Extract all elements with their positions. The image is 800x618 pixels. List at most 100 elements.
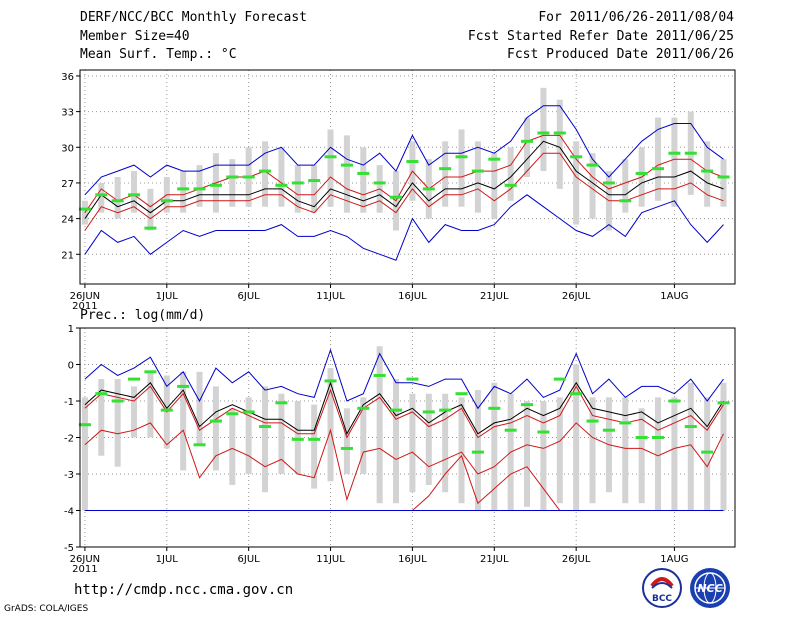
y-tick-label: -4 <box>64 507 74 518</box>
ensemble-box <box>540 401 547 511</box>
ensemble-box <box>311 165 318 213</box>
observation-marker <box>553 377 566 381</box>
ensemble-box <box>114 177 121 219</box>
ensemble-box <box>491 153 498 219</box>
ensemble-box <box>343 135 350 213</box>
observation-marker <box>422 410 435 414</box>
ensemble-box <box>442 393 449 493</box>
y-tick-label: -5 <box>64 543 74 554</box>
observation-marker <box>259 169 272 173</box>
series-line-inner_min <box>84 422 724 502</box>
ensemble-box <box>360 147 367 213</box>
ensemble-box <box>655 397 662 511</box>
x-tick-label: 16JUL <box>398 554 427 565</box>
x-tick-label: 26JUL <box>562 291 591 302</box>
ensemble-box <box>622 397 629 504</box>
observation-marker <box>291 181 304 185</box>
ncc-logo-icon: NCC <box>690 568 730 608</box>
x-tick-label: 16JUL <box>398 291 427 302</box>
ensemble-box <box>671 397 678 511</box>
x-tick-label: 11JUL <box>316 554 345 565</box>
ensemble-box <box>81 397 88 511</box>
observation-marker <box>209 183 222 187</box>
variable-label: Mean Surf. Temp.: °C <box>80 47 237 62</box>
ensemble-box <box>458 397 465 504</box>
x-tick-label: 1JUL <box>156 554 179 565</box>
x-tick-label: 6JUL <box>238 291 261 302</box>
observation-marker <box>586 419 599 423</box>
observation-marker <box>242 175 255 179</box>
ensemble-box <box>278 147 285 207</box>
ensemble-box <box>524 401 531 507</box>
precip-panel-title: Prec.: log(mm/d) <box>80 308 206 323</box>
bcc-logo-icon: BCC <box>642 568 682 608</box>
ensemble-box <box>458 129 465 207</box>
observation-marker <box>488 406 501 410</box>
observation-marker <box>635 171 648 175</box>
member-size: Member Size=40 <box>80 29 190 44</box>
observation-marker <box>291 437 304 441</box>
ensemble-box <box>98 182 105 213</box>
ensemble-box <box>245 397 252 474</box>
series-line-inner_max <box>84 134 724 213</box>
observation-marker <box>504 428 517 432</box>
ensemble-box <box>180 371 187 471</box>
ensemble-box <box>147 188 154 231</box>
y-tick-label: 27 <box>61 179 74 190</box>
observation-marker <box>226 412 239 416</box>
observation-marker <box>390 408 403 412</box>
observation-marker <box>226 175 239 179</box>
y-tick-label: 33 <box>61 108 74 119</box>
observation-marker <box>602 428 615 432</box>
observation-marker <box>242 410 255 414</box>
observation-marker <box>439 408 452 412</box>
ensemble-box <box>278 393 285 474</box>
observation-marker <box>537 430 550 434</box>
observation-marker <box>504 183 517 187</box>
observation-marker <box>111 199 124 203</box>
ensemble-box <box>327 129 334 207</box>
observation-marker <box>537 131 550 135</box>
x-tick-label: 26JUN <box>70 554 100 565</box>
ensemble-box <box>180 171 187 213</box>
chart-title: DERF/NCC/BCC Monthly Forecast <box>80 10 307 25</box>
ensemble-box <box>212 386 219 471</box>
x-tick-label: 11JUL <box>316 291 345 302</box>
observation-marker <box>373 373 386 377</box>
source-url[interactable]: http://cmdp.ncc.cma.gov.cn <box>74 582 294 598</box>
bcc-logo-text: BCC <box>652 594 672 604</box>
ensemble-box <box>720 159 727 207</box>
observation-marker <box>406 377 419 381</box>
observation-marker <box>570 392 583 396</box>
observation-marker <box>635 436 648 439</box>
ensemble-box <box>442 141 449 207</box>
x-tick-label: 1AUG <box>660 554 688 565</box>
ensemble-box <box>507 147 514 201</box>
observation-marker <box>668 151 681 155</box>
ensemble-box <box>589 153 596 219</box>
ensemble-box <box>360 397 367 474</box>
series-line-inner_max <box>84 385 724 439</box>
plot-frame <box>79 69 736 285</box>
ensemble-box <box>704 141 711 207</box>
observation-marker <box>95 392 108 396</box>
ensemble-box <box>655 117 662 201</box>
ensemble-box <box>229 159 236 207</box>
observation-marker <box>308 179 321 183</box>
y-tick-label: 1 <box>68 324 74 335</box>
ensemble-box <box>262 386 269 493</box>
observation-marker <box>488 157 501 161</box>
observation-marker <box>717 175 730 179</box>
observation-marker <box>111 399 124 403</box>
observation-marker <box>144 226 157 230</box>
observation-marker <box>340 163 353 167</box>
y-tick-label: 36 <box>61 72 74 83</box>
y-tick-label: 0 <box>68 361 74 372</box>
ensemble-box <box>474 390 481 511</box>
observation-marker <box>128 193 141 197</box>
observation-marker <box>308 437 321 441</box>
observation-marker <box>521 403 534 407</box>
ensemble-box <box>294 401 301 474</box>
observation-marker <box>95 193 108 197</box>
